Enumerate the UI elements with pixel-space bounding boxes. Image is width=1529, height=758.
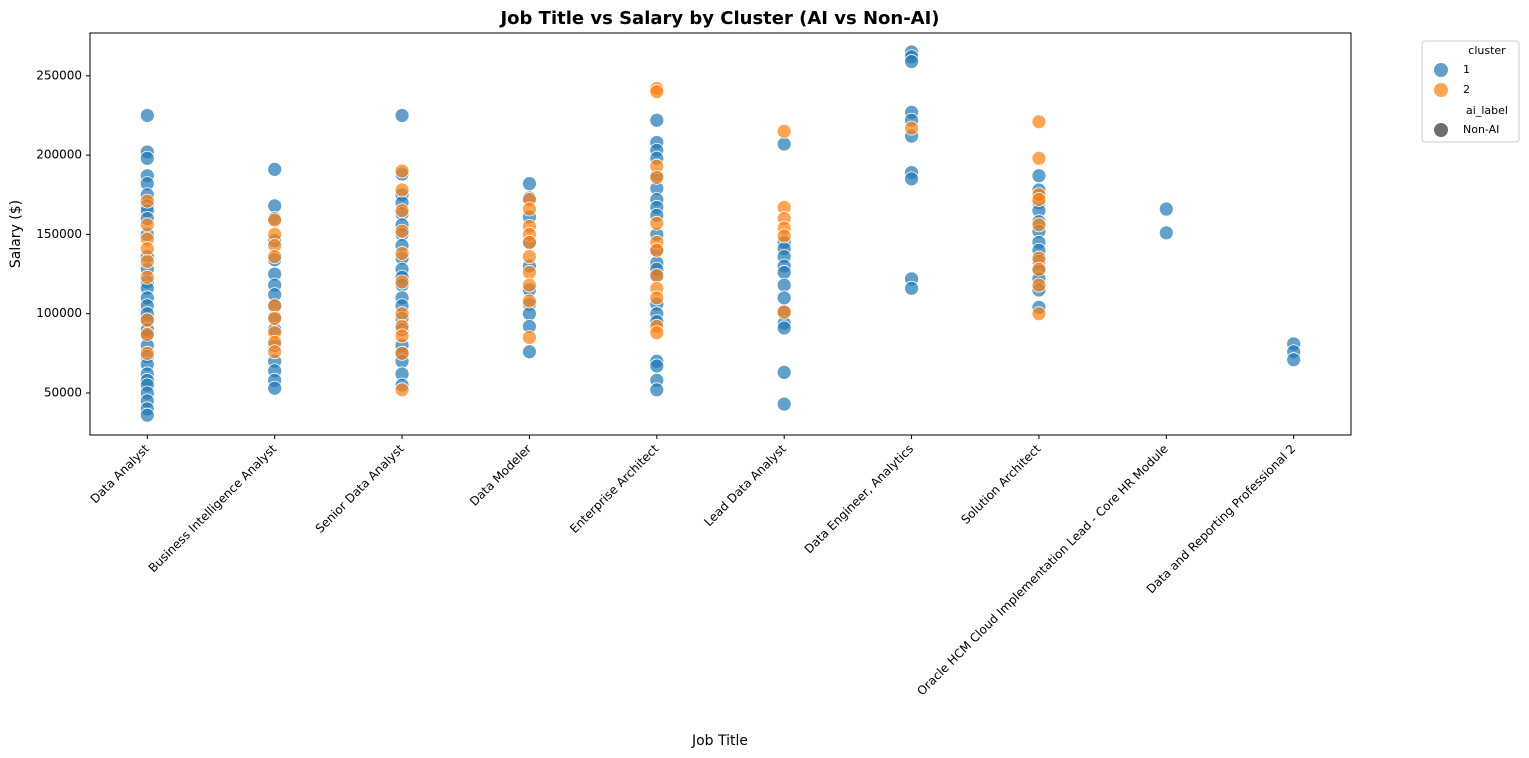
point (522, 265, 537, 280)
point (904, 171, 919, 187)
point (139, 108, 155, 123)
point (649, 290, 665, 306)
point (394, 223, 410, 239)
point (267, 212, 283, 228)
point (649, 112, 665, 128)
point (139, 407, 155, 423)
point (522, 201, 537, 217)
legend-label: 1 (1463, 63, 1470, 76)
plot-frame (89, 32, 1352, 436)
point (1031, 261, 1047, 277)
point (139, 269, 155, 285)
point (776, 277, 792, 293)
point (776, 228, 792, 244)
point (776, 364, 792, 380)
point (522, 306, 537, 322)
point (522, 176, 537, 192)
point (649, 325, 665, 341)
point (904, 280, 919, 296)
legend-label: Non-AI (1463, 123, 1499, 136)
point (1031, 114, 1047, 130)
point (522, 234, 537, 250)
point (394, 345, 410, 361)
point (139, 326, 155, 342)
point (1031, 168, 1047, 184)
point (394, 163, 410, 179)
point (267, 298, 283, 314)
point (267, 380, 283, 396)
point (649, 242, 665, 258)
point (139, 345, 155, 361)
legend-title: cluster (1468, 44, 1506, 57)
y-tick-label: 150000 (36, 227, 82, 241)
point (649, 215, 665, 231)
point (776, 396, 792, 412)
point (776, 123, 792, 139)
point (267, 249, 283, 264)
point (1158, 225, 1174, 241)
point (139, 253, 155, 269)
point (139, 150, 155, 166)
y-tick-label: 250000 (36, 68, 82, 82)
chart-title: Job Title vs Salary by Cluster (AI vs No… (498, 8, 939, 29)
point (394, 182, 410, 198)
legend-marker (1434, 83, 1448, 97)
point (267, 161, 283, 177)
point (776, 290, 792, 306)
y-tick-label: 50000 (44, 385, 82, 399)
point (394, 382, 410, 398)
point (267, 344, 283, 360)
point (1031, 192, 1047, 207)
y-axis-label: Salary ($) (8, 200, 24, 268)
point (649, 84, 665, 100)
point (1031, 150, 1047, 166)
legend-marker (1434, 63, 1448, 77)
points (139, 44, 1302, 423)
point (776, 136, 792, 152)
point (139, 241, 155, 257)
x-axis-label: Job Title (691, 733, 748, 749)
legend-label: 2 (1463, 83, 1470, 96)
point (394, 328, 410, 344)
point (139, 217, 155, 233)
point (776, 320, 792, 336)
point (1286, 352, 1302, 368)
point (904, 120, 919, 136)
point (394, 108, 410, 123)
point (267, 311, 283, 326)
point (649, 169, 665, 185)
y-tick-label: 200000 (36, 148, 82, 162)
point (267, 198, 283, 214)
point (776, 265, 792, 280)
point (649, 382, 665, 398)
point (394, 306, 410, 322)
point (776, 304, 792, 320)
legend-marker (1434, 123, 1448, 137)
point (1031, 277, 1047, 293)
point (1031, 217, 1047, 233)
point (522, 277, 537, 293)
legend-title: ai_label (1466, 104, 1508, 117)
point (522, 330, 537, 345)
point (1158, 201, 1174, 217)
point (904, 54, 919, 69)
point (522, 344, 537, 360)
point (649, 268, 665, 284)
point (139, 193, 155, 209)
point (394, 274, 410, 290)
point (649, 358, 665, 374)
point (522, 293, 537, 309)
point (1031, 306, 1047, 322)
point (394, 203, 410, 219)
y-tick-label: 100000 (36, 306, 82, 320)
point (139, 312, 155, 328)
point (394, 246, 410, 261)
point (522, 249, 537, 264)
